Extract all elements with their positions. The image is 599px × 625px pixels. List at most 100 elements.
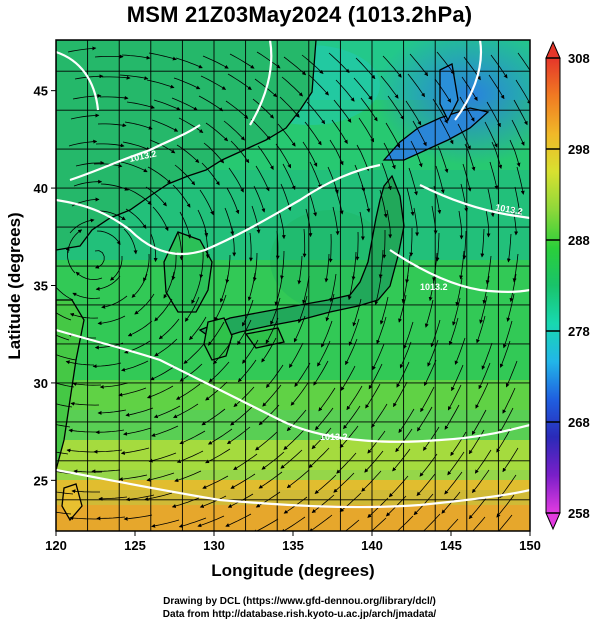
streamline — [512, 206, 519, 236]
streamline — [97, 409, 127, 415]
streamline — [56, 354, 77, 361]
streamline — [417, 406, 433, 432]
streamline — [146, 472, 175, 482]
streamline — [201, 162, 220, 186]
streamline — [95, 429, 125, 435]
streamline — [151, 425, 179, 437]
streamline — [282, 163, 296, 191]
streamline — [200, 75, 227, 90]
streamline — [481, 342, 493, 370]
streamline — [72, 382, 102, 386]
streamline — [98, 210, 126, 221]
streamline — [382, 55, 402, 78]
streamline — [256, 51, 281, 69]
streamline — [70, 113, 100, 120]
japan-hokkaido — [382, 107, 490, 161]
streamline — [255, 491, 281, 508]
streamline — [283, 429, 305, 450]
streamline — [262, 384, 282, 407]
streamline — [250, 118, 271, 141]
streamline — [370, 517, 387, 531]
streamline — [175, 57, 203, 69]
streamline — [231, 227, 237, 257]
streamline — [478, 362, 491, 390]
streamline — [447, 384, 462, 411]
streamline — [372, 343, 385, 371]
streamline — [318, 387, 336, 412]
streamline — [56, 491, 74, 495]
streamline — [452, 297, 461, 326]
streamline — [75, 160, 105, 167]
streamline — [484, 121, 498, 148]
streamline — [430, 319, 441, 348]
streamline — [225, 513, 252, 527]
streamline — [353, 77, 373, 101]
colorbar-tick-label: 298 — [568, 142, 590, 157]
streamline — [358, 117, 375, 143]
streamline — [202, 55, 229, 69]
streamline — [96, 230, 121, 245]
streamline — [314, 474, 337, 495]
streamline — [336, 452, 357, 474]
streamline — [329, 273, 337, 303]
streamline — [277, 123, 296, 147]
streamline — [491, 141, 503, 170]
streamline — [143, 253, 150, 282]
streamline — [242, 299, 254, 327]
streamline — [56, 403, 73, 408]
streamline — [499, 474, 517, 499]
streamline — [454, 337, 466, 365]
streamline — [509, 273, 517, 303]
streamline — [123, 427, 152, 436]
streamline — [146, 385, 174, 399]
streamline — [437, 145, 449, 174]
streamline — [204, 229, 210, 259]
colorbar-tick-label: 278 — [568, 324, 590, 339]
streamline — [151, 519, 180, 528]
streamline — [225, 100, 249, 119]
streamline — [255, 165, 270, 192]
streamline — [101, 75, 131, 80]
streamline — [109, 256, 123, 281]
contour-label: 1013.2 — [320, 432, 348, 442]
streamline — [227, 73, 252, 90]
streamline — [183, 343, 205, 364]
japan-shikoku — [244, 327, 285, 349]
streamline — [99, 382, 129, 389]
streamline — [95, 275, 121, 291]
streamline — [459, 96, 475, 122]
streamline — [433, 185, 442, 215]
streamline — [352, 298, 362, 327]
streamline — [94, 250, 105, 269]
streamline — [66, 448, 95, 453]
streamline — [171, 497, 200, 508]
streamline — [444, 471, 463, 495]
streamline — [123, 228, 138, 255]
y-tick-label: 45 — [34, 84, 48, 99]
streamline — [120, 447, 150, 455]
streamline — [331, 119, 348, 144]
streamline — [237, 319, 252, 346]
streamline — [398, 408, 415, 434]
streamline — [297, 255, 303, 285]
streamline — [94, 54, 124, 59]
streamline — [179, 211, 192, 239]
streamline — [413, 207, 420, 237]
streamline — [419, 453, 438, 477]
streamline — [118, 474, 148, 482]
streamline — [329, 139, 344, 166]
streamline — [386, 209, 393, 239]
streamline — [436, 51, 455, 75]
streamline — [506, 233, 512, 263]
streamline — [178, 117, 204, 133]
streamline — [94, 342, 124, 350]
streamline — [119, 74, 149, 80]
streamline — [293, 315, 306, 343]
streamline — [368, 363, 383, 390]
isobar-7 — [454, 40, 483, 121]
streamline — [471, 409, 487, 435]
isobar-1 — [56, 163, 381, 255]
streamline — [488, 74, 505, 100]
streamline — [448, 317, 459, 346]
streamline — [486, 101, 501, 128]
